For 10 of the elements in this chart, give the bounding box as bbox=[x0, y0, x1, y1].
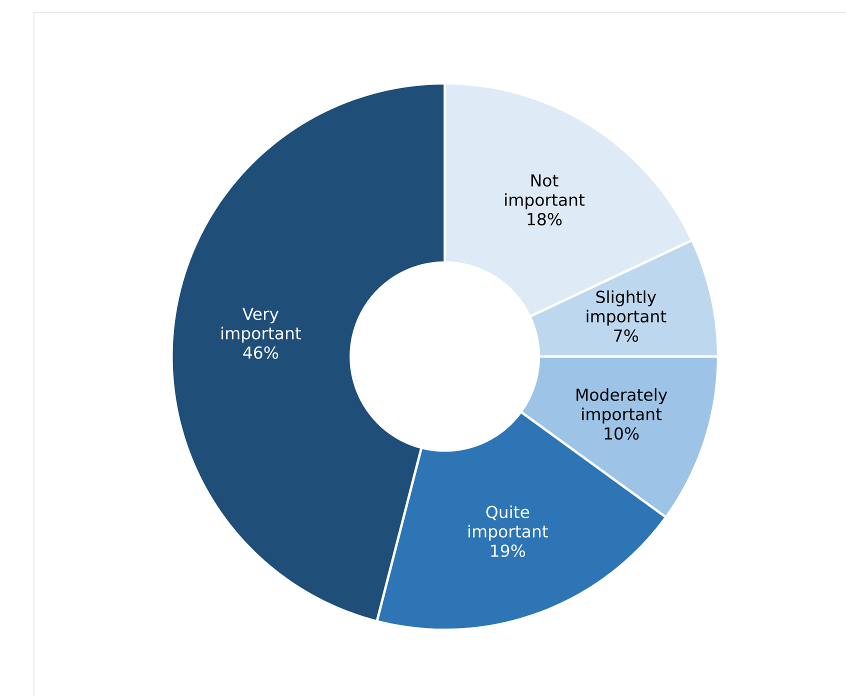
data-label: 10% bbox=[604, 427, 639, 440]
slice-label: Not important bbox=[505, 174, 585, 210]
data-label: 18% bbox=[528, 213, 562, 226]
data-label: 7% bbox=[614, 330, 638, 342]
data-label: 46% bbox=[243, 346, 278, 359]
slice-label: Slightly important bbox=[586, 290, 666, 326]
slice-label: Moderately important bbox=[576, 388, 668, 424]
slice-label: Very important bbox=[222, 308, 302, 343]
slice-label: Quite important bbox=[468, 506, 548, 541]
data-label: 19% bbox=[491, 544, 526, 558]
